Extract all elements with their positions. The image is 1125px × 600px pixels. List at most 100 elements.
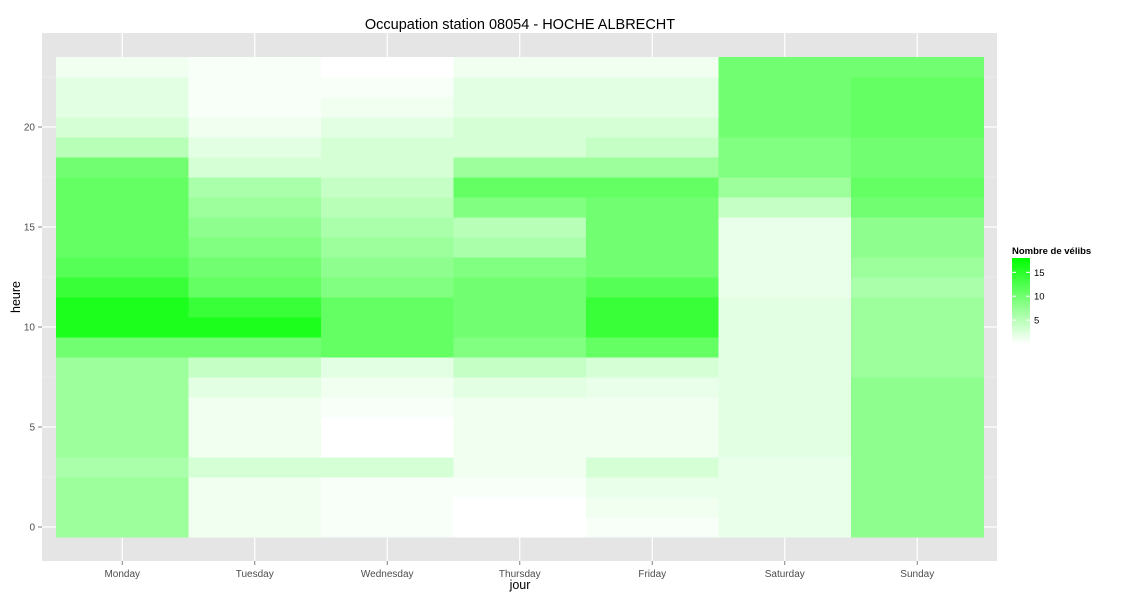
heatmap-cell (718, 457, 852, 478)
heatmap-cell (851, 117, 984, 138)
heatmap-cell (851, 317, 984, 338)
heatmap-cell (56, 357, 189, 378)
heatmap-cell (56, 497, 189, 518)
y-tick-label: 15 (24, 223, 36, 234)
heatmap-cell (321, 117, 454, 138)
heatmap-cell (586, 437, 719, 458)
heatmap-cell (586, 177, 719, 198)
legend-title: Nombre de vélibs (1012, 246, 1091, 257)
heatmap-cell (718, 257, 852, 278)
heatmap-cells (56, 57, 984, 538)
heatmap-cell (586, 357, 719, 378)
heatmap-cell (188, 417, 322, 438)
heatmap-cell (453, 277, 587, 298)
heatmap-cell (56, 237, 189, 258)
heatmap-cell (851, 377, 984, 398)
heatmap-cell (453, 237, 587, 258)
heatmap-cell (586, 237, 719, 258)
heatmap-cell (56, 157, 189, 178)
heatmap-cell (321, 157, 454, 178)
heatmap-cell (453, 217, 587, 238)
heatmap-cell (188, 157, 322, 178)
heatmap-cell (453, 317, 587, 338)
heatmap-cell (718, 437, 852, 458)
heatmap-cell (718, 117, 852, 138)
heatmap-cell (851, 177, 984, 198)
heatmap-cell (321, 337, 454, 358)
heatmap-cell (188, 477, 322, 498)
heatmap-cell (586, 457, 719, 478)
heatmap-cell (321, 397, 454, 418)
heatmap-cell (321, 137, 454, 158)
heatmap-cell (321, 437, 454, 458)
heatmap-cell (586, 277, 719, 298)
heatmap-cell (718, 377, 852, 398)
heatmap-cell (851, 257, 984, 278)
heatmap-cell (586, 257, 719, 278)
heatmap-cell (453, 297, 587, 318)
heatmap-cell (718, 417, 852, 438)
heatmap-cell (56, 217, 189, 238)
heatmap-cell (188, 517, 322, 538)
heatmap-cell (321, 217, 454, 238)
x-tick-label: Saturday (765, 569, 805, 580)
heatmap-cell (321, 57, 454, 78)
heatmap-cell (718, 177, 852, 198)
heatmap-cell (851, 297, 984, 318)
heatmap-cell (56, 77, 189, 98)
heatmap-cell (718, 57, 852, 78)
heatmap-cell (56, 317, 189, 338)
heatmap-cell (851, 157, 984, 178)
heatmap-cell (321, 277, 454, 298)
heatmap-cell (718, 137, 852, 158)
legend-tick-label: 5 (1034, 316, 1039, 327)
heatmap-cell (188, 397, 322, 418)
heatmap-cell (188, 337, 322, 358)
heatmap-cell (453, 497, 587, 518)
x-tick-label: Monday (104, 569, 140, 580)
heatmap-cell (851, 477, 984, 498)
x-tick-label: Thursday (499, 569, 541, 580)
heatmap-cell (321, 477, 454, 498)
heatmap-cell (188, 437, 322, 458)
heatmap-cell (718, 197, 852, 218)
heatmap-cell (718, 277, 852, 298)
heatmap-cell (851, 357, 984, 378)
heatmap-cell (56, 377, 189, 398)
heatmap-cell (851, 237, 984, 258)
heatmap-cell (851, 217, 984, 238)
heatmap-cell (718, 237, 852, 258)
heatmap-cell (851, 57, 984, 78)
heatmap-cell (851, 197, 984, 218)
heatmap-cell (56, 397, 189, 418)
heatmap-cell (851, 337, 984, 358)
heatmap-cell (321, 197, 454, 218)
heatmap-cell (851, 457, 984, 478)
heatmap-cell (188, 297, 322, 318)
heatmap-cell (586, 477, 719, 498)
heatmap-cell (188, 137, 322, 158)
heatmap-cell (718, 357, 852, 378)
heatmap-cell (586, 157, 719, 178)
heatmap-cell (718, 517, 852, 538)
x-tick-label: Tuesday (236, 569, 274, 580)
heatmap-cell (321, 317, 454, 338)
heatmap-cell (453, 417, 587, 438)
heatmap-cell (586, 397, 719, 418)
x-axis: Monday Tuesday Wednesday Thursday Friday Satu… (104, 561, 934, 580)
heatmap-cell (453, 97, 587, 118)
heatmap-cell (56, 177, 189, 198)
heatmap-cell (851, 497, 984, 518)
heatmap-cell (718, 157, 852, 178)
heatmap-cell (851, 137, 984, 158)
heatmap-cell (56, 337, 189, 358)
x-tick-label: Friday (638, 569, 666, 580)
heatmap-cell (56, 257, 189, 278)
heatmap-cell (188, 277, 322, 298)
heatmap-cell (188, 317, 322, 338)
chart-title: Occupation station 08054 - HOCHE ALBRECH… (365, 17, 675, 33)
heatmap-cell (321, 417, 454, 438)
y-tick-label: 5 (29, 423, 35, 434)
heatmap-cell (453, 437, 587, 458)
